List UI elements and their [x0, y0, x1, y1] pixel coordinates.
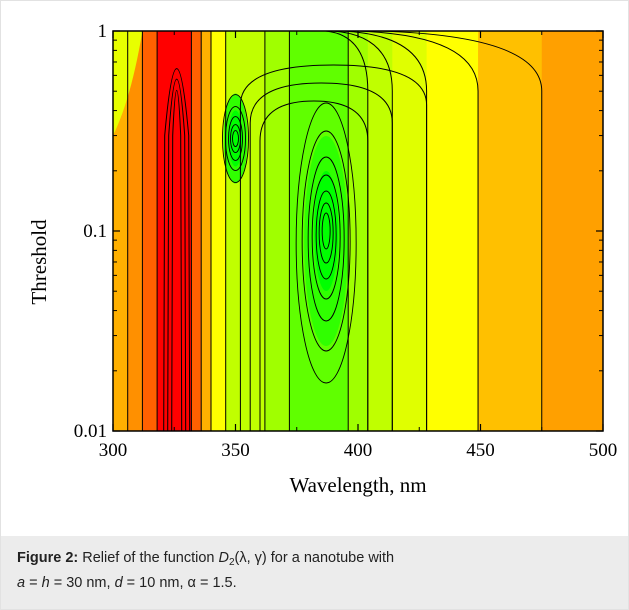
caption-symbol: D [218, 550, 229, 566]
caption-eq3: = 10 nm, α = 1.5. [122, 575, 237, 591]
ridge-contour-1 [167, 78, 187, 431]
color-band-14 [478, 31, 543, 431]
x-axis-label: Wavelength, nm [289, 473, 426, 497]
minimum-ring-1-4 [307, 156, 345, 322]
x-tick-label-1: 350 [221, 440, 250, 461]
y-tick-label-0: 0.01 [74, 421, 107, 442]
color-band-5 [201, 31, 212, 431]
minimum-ring-1-0 [321, 212, 331, 250]
color-band-11 [367, 31, 393, 431]
x-axis-ticks: 300 350 400 450 500 [99, 31, 618, 461]
band-contour-14 [356, 31, 479, 431]
minimum-ring-0-2 [228, 116, 243, 161]
minimum-core-1 [314, 171, 339, 291]
minimum-ring-0-0 [232, 130, 239, 147]
color-band-15 [541, 31, 603, 431]
color-band-8 [264, 31, 290, 431]
color-bands [113, 31, 603, 431]
y-tick-label-2: 1 [98, 21, 108, 42]
figure-caption: Figure 2: Relief of the function D2(λ, γ… [1, 536, 628, 609]
contour-lines [127, 31, 543, 431]
band-contour-11 [325, 31, 369, 431]
minimum-core-0 [228, 110, 243, 167]
caption-eq2: = 30 nm, [49, 575, 115, 591]
ridge-contour-2 [163, 68, 191, 431]
open-contour-0 [259, 100, 369, 431]
caption-args: (λ, γ) for a nanotube with [234, 550, 395, 566]
y-axis-label: Threshold [27, 219, 51, 305]
color-band-13 [426, 31, 479, 431]
minimum-ring-1-3 [311, 174, 341, 300]
minimum-ring-1-1 [318, 202, 334, 264]
caption-var-h: h [41, 575, 50, 591]
band-contour-15 [374, 31, 543, 431]
band-contour-12 [332, 31, 393, 431]
plot-area [113, 31, 603, 431]
caption-var-d: d [114, 575, 123, 591]
x-tick-label-3: 450 [466, 440, 495, 461]
peak-ridge-fill [168, 61, 185, 431]
band-contour-13 [341, 31, 428, 431]
x-tick-label-4: 500 [589, 440, 618, 461]
color-band-10 [348, 31, 369, 431]
y-axis-ticks: 0.01 0.1 1 [74, 21, 603, 442]
open-contour-1 [249, 82, 393, 431]
color-band-12 [392, 31, 428, 431]
caption-label: Figure 2: [17, 550, 79, 566]
caption-text: Relief of the function [78, 550, 219, 566]
contour-chart: 300 350 400 450 500 0.010.11 Wavelength, nm … [27, 21, 618, 497]
caption-subscript: 2 [228, 557, 235, 568]
minimum-ring-1-5 [301, 130, 351, 352]
open-contour-2 [239, 64, 428, 431]
caption-eq1: = [25, 575, 42, 591]
color-band-2 [142, 31, 158, 431]
minimum-ring-0-3 [225, 106, 246, 171]
x-tick-label-0: 300 [99, 440, 128, 461]
x-tick-label-2: 400 [344, 440, 373, 461]
color-band-6 [211, 31, 227, 431]
y-tick-label-1: 0.1 [83, 221, 107, 242]
minimum-ring-1-6 [295, 102, 357, 384]
color-band-0 [113, 31, 129, 431]
caption-var-a: a [17, 575, 26, 591]
color-band-1 [127, 31, 143, 431]
minimum-ring-0-4 [222, 94, 249, 183]
minimum-ring-1-2 [315, 190, 337, 280]
color-band-4 [191, 31, 202, 431]
ridge-contour-0 [171, 89, 183, 431]
